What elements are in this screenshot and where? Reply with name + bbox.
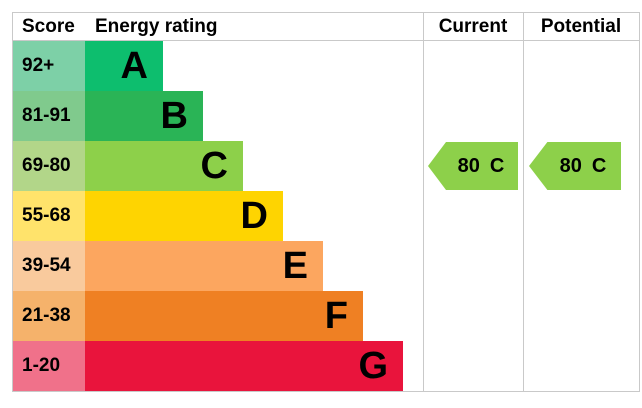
band-f-bar: F [85, 291, 363, 341]
band-a-score-range: 92+ [13, 41, 85, 91]
band-b-letter: B [160, 95, 188, 137]
band-a-bar: A [85, 41, 163, 91]
band-f-score-range: 21-38 [13, 291, 85, 341]
band-row-d: 55-68 D [13, 191, 639, 241]
band-b-bar: B [85, 91, 203, 141]
band-row-e: 39-54 E [13, 241, 639, 291]
band-e-letter: E [282, 245, 308, 287]
band-a-letter: A [120, 45, 148, 87]
current-rating-letter: C [489, 154, 505, 177]
band-d-bar: D [85, 191, 283, 241]
potential-score-value: 80 [559, 154, 582, 177]
current-rating-arrow: 80 C [428, 142, 518, 190]
band-row-b: 81-91 B [13, 91, 639, 141]
header-score: Score [22, 15, 75, 37]
header-potential: Potential [540, 15, 622, 37]
band-row-f: 21-38 F [13, 291, 639, 341]
band-d-score-range: 55-68 [13, 191, 85, 241]
potential-rating-arrow: 80 C [529, 142, 621, 190]
band-f-letter: F [324, 295, 348, 337]
band-g-score-range: 1-20 [13, 341, 85, 391]
band-row-a: 92+ A [13, 41, 639, 91]
header-row: Score Energy rating Current Potential [13, 13, 639, 41]
band-c-letter: C [200, 145, 228, 187]
band-c-bar: C [85, 141, 243, 191]
band-e-bar: E [85, 241, 323, 291]
potential-rating-letter: C [591, 154, 607, 177]
band-c-score-range: 69-80 [13, 141, 85, 191]
band-row-c: 69-80 C [13, 141, 639, 191]
band-g-bar: G [85, 341, 403, 391]
current-score-value: 80 [457, 154, 480, 177]
header-current: Current [438, 15, 508, 37]
band-g-letter: G [358, 345, 388, 387]
header-energy-rating: Energy rating [95, 15, 218, 37]
current-column-divider [423, 13, 424, 391]
band-e-score-range: 39-54 [13, 241, 85, 291]
epc-rating-chart: Score Energy rating Current Potential 92… [12, 12, 640, 392]
band-b-score-range: 81-91 [13, 91, 85, 141]
band-row-g: 1-20 G [13, 341, 639, 391]
potential-column-divider [523, 13, 524, 391]
band-d-letter: D [240, 195, 268, 237]
